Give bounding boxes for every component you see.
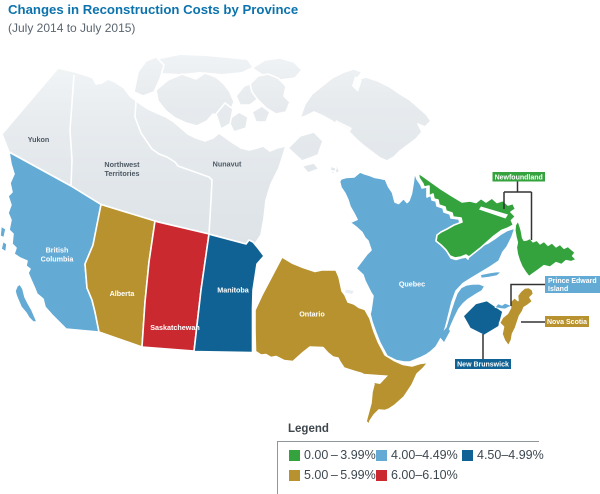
svg-text:Territories: Territories [104, 169, 139, 178]
svg-text:Newfoundland: Newfoundland [495, 175, 543, 182]
svg-text:Columbia: Columbia [41, 255, 75, 264]
svg-text:Quebec: Quebec [399, 280, 425, 289]
svg-text:Nova Scotia: Nova Scotia [547, 319, 587, 326]
svg-text:British: British [46, 246, 69, 255]
svg-text:Island: Island [548, 286, 568, 293]
svg-text:Prince Edward: Prince Edward [548, 278, 597, 285]
svg-text:Manitoba: Manitoba [217, 286, 250, 295]
svg-text:Alberta: Alberta [110, 289, 136, 298]
svg-text:Yukon: Yukon [28, 135, 50, 144]
svg-text:Saskatchewan: Saskatchewan [150, 323, 200, 332]
svg-text:New Brunswick: New Brunswick [457, 362, 509, 369]
svg-text:Northwest: Northwest [104, 160, 140, 169]
svg-text:Ontario: Ontario [299, 310, 325, 319]
svg-text:Nunavut: Nunavut [213, 160, 242, 169]
